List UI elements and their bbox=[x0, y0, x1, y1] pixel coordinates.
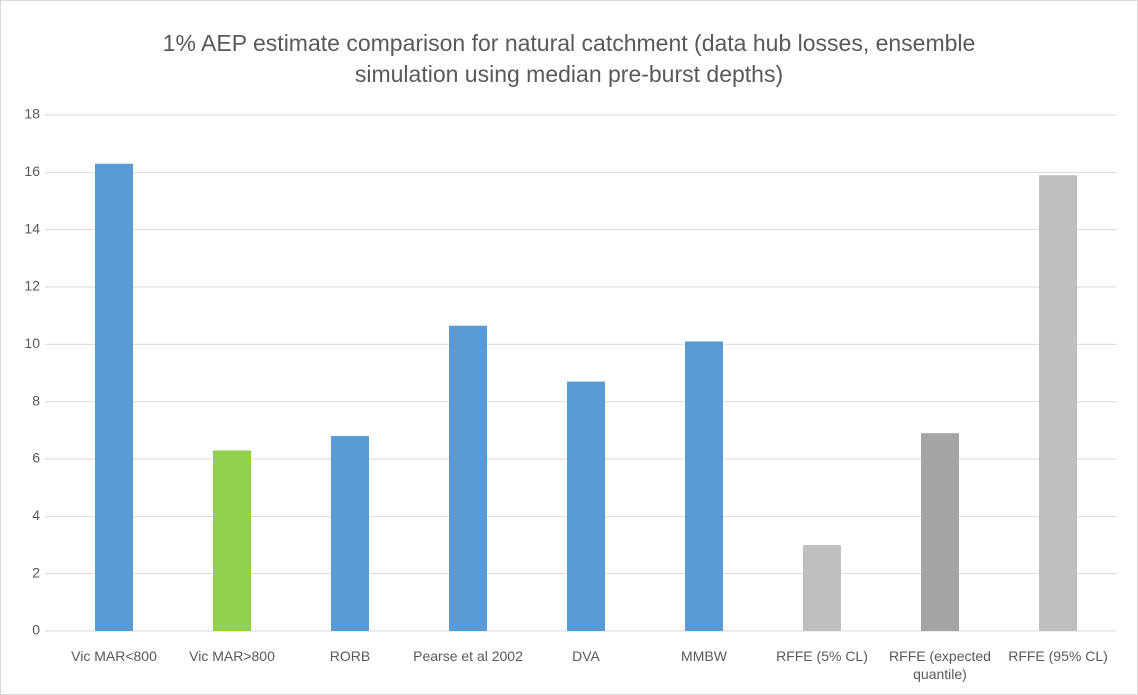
y-tick-label: 10 bbox=[24, 335, 40, 351]
bar bbox=[213, 450, 251, 631]
x-tick-label: MMBW bbox=[681, 648, 727, 664]
bar bbox=[1039, 175, 1077, 631]
bar bbox=[921, 433, 959, 631]
y-tick-label: 14 bbox=[24, 220, 40, 236]
x-tick-label: Vic MAR<800 bbox=[71, 648, 157, 664]
x-tick-label: RFFE (expected quantile) bbox=[889, 648, 991, 682]
y-tick-label: 2 bbox=[32, 564, 40, 580]
x-tick-label: Pearse et al 2002 bbox=[413, 648, 523, 664]
bar bbox=[331, 436, 369, 631]
y-tick-label: 18 bbox=[24, 106, 40, 122]
bar bbox=[803, 545, 841, 631]
y-tick-label: 6 bbox=[32, 450, 40, 466]
bar bbox=[567, 381, 605, 631]
x-tick-label: RFFE (5% CL) bbox=[776, 648, 868, 664]
bar bbox=[95, 163, 133, 631]
x-tick-label: Vic MAR>800 bbox=[189, 648, 275, 664]
x-tick-label: RORB bbox=[329, 648, 371, 664]
y-tick-label: 16 bbox=[24, 163, 40, 179]
bar bbox=[685, 341, 723, 631]
y-tick-label: 8 bbox=[32, 392, 40, 408]
y-tick-label: 4 bbox=[32, 507, 40, 523]
y-tick-label: 0 bbox=[32, 622, 40, 638]
x-tick-label: DVA bbox=[572, 648, 600, 664]
bar bbox=[449, 325, 487, 631]
y-tick-label: 12 bbox=[24, 278, 40, 294]
chart-title: 1% AEP estimate comparison for natural c… bbox=[162, 30, 976, 87]
x-tick-label: RFFE (95% CL) bbox=[1008, 648, 1108, 664]
